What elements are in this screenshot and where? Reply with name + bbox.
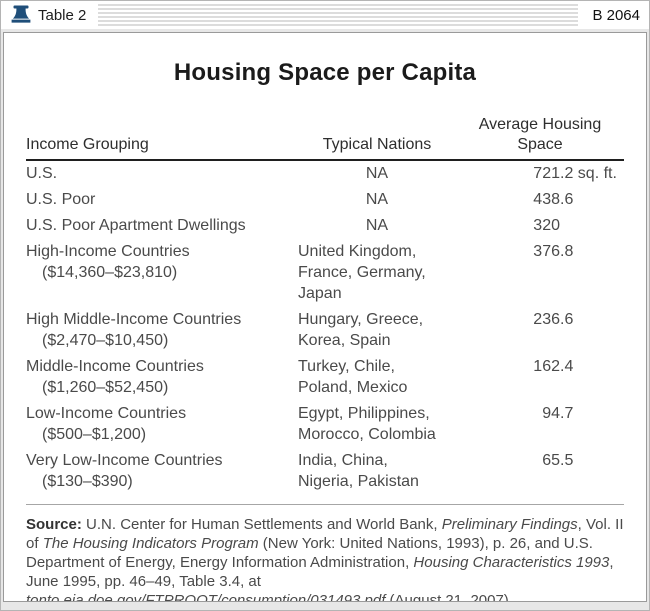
table-row: U.S. NA 721.2 sq. ft. bbox=[26, 160, 624, 187]
source-segment: Housing Characteristics 1993 bbox=[413, 554, 610, 571]
avg-housing-space-cell: 94.7 bbox=[542, 405, 574, 422]
table-row: Middle-Income Countries ($1,260–$52,450) T… bbox=[26, 354, 624, 401]
table-row: Low-Income Countries ($500–$1,200) Egypt, … bbox=[26, 401, 624, 448]
col-header-average-housing-space: Average Housing Space bbox=[456, 115, 624, 161]
table-row: High-Income Countries ($14,360–$23,810) Un… bbox=[26, 239, 624, 307]
table-row: Very Low-Income Countries ($130–$390) Indi… bbox=[26, 448, 624, 495]
typical-nations-cell: United Kingdom, France, Germany, Japan bbox=[298, 243, 426, 302]
figure-label: Table 2 bbox=[38, 6, 87, 24]
income-grouping-cell: U.S. bbox=[26, 165, 58, 182]
source-segment: The Housing Indicators Program bbox=[42, 535, 259, 552]
source-segment: tonto.eia.doe.gov/FTPROOT/consumption/03… bbox=[26, 592, 386, 602]
source-segment: , June 1995, pp. 46–49, Table 3.4, at bbox=[26, 554, 614, 590]
avg-housing-space-cell: 236.6 bbox=[533, 311, 574, 328]
source-note: Source: U.N. Center for Human Settlement… bbox=[26, 515, 624, 602]
col-header-income-grouping: Income Grouping bbox=[26, 115, 298, 161]
source-divider bbox=[26, 504, 624, 505]
avg-housing-space-cell: 320 bbox=[533, 217, 560, 234]
col-header-typical-nations: Typical Nations bbox=[298, 115, 456, 161]
typical-nations-cell: NA bbox=[365, 165, 389, 182]
figure-label-group: Table 2 bbox=[1, 1, 99, 29]
avg-housing-space-cell: 162.4 bbox=[533, 358, 574, 375]
stripe-divider bbox=[1, 4, 649, 26]
figure-header-bar: Table 2 B 2064 bbox=[1, 1, 649, 29]
avg-housing-space-cell: 438.6 bbox=[533, 191, 574, 208]
figure-code: B 2064 bbox=[578, 1, 649, 29]
table-row: U.S. Poor NA 438.6 bbox=[26, 187, 624, 213]
income-grouping-cell: U.S. Poor bbox=[26, 191, 96, 208]
source-segment: Source: bbox=[26, 516, 82, 533]
typical-nations-cell: Egypt, Philippines, Morocco, Colombia bbox=[298, 405, 436, 443]
typical-nations-cell: NA bbox=[365, 217, 389, 234]
typical-nations-cell: India, China, Nigeria, Pakistan bbox=[298, 452, 419, 490]
table-body: U.S. NA 721.2 sq. ft. U.S. Poor NA 438.6 U.S. … bbox=[26, 160, 624, 495]
source-segment: U.N. Center for Human Settlements and Wo… bbox=[81, 516, 442, 533]
table-panel: Housing Space per Capita Income Grouping… bbox=[3, 32, 647, 602]
avg-housing-space-cell: 65.5 bbox=[542, 452, 574, 469]
typical-nations-cell: Turkey, Chile, Poland, Mexico bbox=[298, 358, 408, 396]
typical-nations-cell: NA bbox=[365, 191, 389, 208]
housing-space-table: Income Grouping Typical Nations Average … bbox=[26, 115, 624, 495]
liberty-bell-icon bbox=[10, 5, 32, 25]
income-grouping-cell: U.S. Poor Apartment Dwellings bbox=[26, 217, 246, 234]
table-row: High Middle-Income Countries ($2,470–$10,… bbox=[26, 307, 624, 354]
table-row: U.S. Poor Apartment Dwellings NA 320 bbox=[26, 213, 624, 239]
table-title: Housing Space per Capita bbox=[173, 59, 477, 86]
income-grouping-cell: Middle-Income Countries ($1,260–$52,450) bbox=[26, 358, 204, 396]
income-grouping-cell: High-Income Countries ($14,360–$23,810) bbox=[26, 243, 190, 281]
source-segment: Preliminary Findings bbox=[441, 516, 578, 533]
col-header-line2: Space bbox=[517, 136, 563, 153]
income-grouping-cell: High Middle-Income Countries ($2,470–$10,… bbox=[26, 311, 242, 349]
typical-nations-cell: Hungary, Greece, Korea, Spain bbox=[298, 311, 424, 349]
income-grouping-cell: Very Low-Income Countries ($130–$390) bbox=[26, 452, 223, 490]
col-header-line1: Average Housing bbox=[478, 116, 602, 133]
avg-housing-space-cell: 376.8 bbox=[533, 243, 574, 260]
avg-housing-space-cell: 721.2 sq. ft. bbox=[533, 165, 617, 182]
income-grouping-cell: Low-Income Countries ($500–$1,200) bbox=[26, 405, 187, 443]
source-segment: (August 21, 2007). bbox=[385, 592, 513, 602]
table-header: Income Grouping Typical Nations Average … bbox=[26, 115, 624, 161]
source-segment: (New York: United Nations, 1993), p. 26,… bbox=[26, 535, 593, 571]
source-segment: , Vol. II of bbox=[26, 516, 624, 552]
